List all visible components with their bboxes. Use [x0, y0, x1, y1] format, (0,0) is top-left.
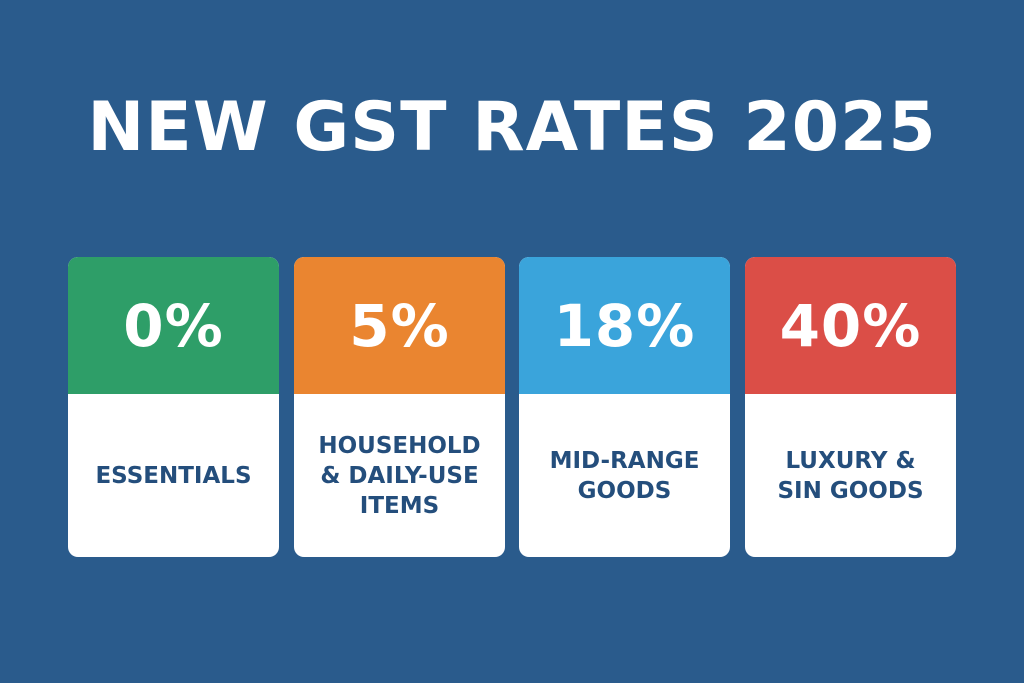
rate-category-label: LUXURY & SIN GOODS [777, 447, 924, 504]
rate-header: 0% [68, 257, 279, 394]
rate-body: HOUSEHOLD & DAILY-USE ITEMS [294, 394, 505, 557]
rate-value: 5% [349, 291, 450, 360]
rate-category-label: HOUSEHOLD & DAILY-USE ITEMS [318, 432, 481, 519]
page-title: NEW GST RATES 2025 [87, 88, 937, 167]
rate-value: 18% [553, 291, 696, 360]
rate-card-household: 5% HOUSEHOLD & DAILY-USE ITEMS [294, 257, 505, 557]
rate-header: 40% [745, 257, 956, 394]
rate-card-mid-range: 18% MID-RANGE GOODS [519, 257, 730, 557]
rate-value: 0% [123, 291, 224, 360]
rate-header: 5% [294, 257, 505, 394]
rate-card-essentials: 0% ESSENTIALS [68, 257, 279, 557]
rate-category-label: ESSENTIALS [95, 462, 252, 489]
rate-cards: 0% ESSENTIALS 5% HOUSEHOLD & DAILY-USE I… [68, 257, 958, 557]
rate-body: ESSENTIALS [68, 394, 279, 557]
rate-category-label: MID-RANGE GOODS [549, 447, 700, 504]
rate-body: MID-RANGE GOODS [519, 394, 730, 557]
rate-card-luxury: 40% LUXURY & SIN GOODS [745, 257, 956, 557]
rate-value: 40% [779, 291, 922, 360]
rate-header: 18% [519, 257, 730, 394]
rate-body: LUXURY & SIN GOODS [745, 394, 956, 557]
